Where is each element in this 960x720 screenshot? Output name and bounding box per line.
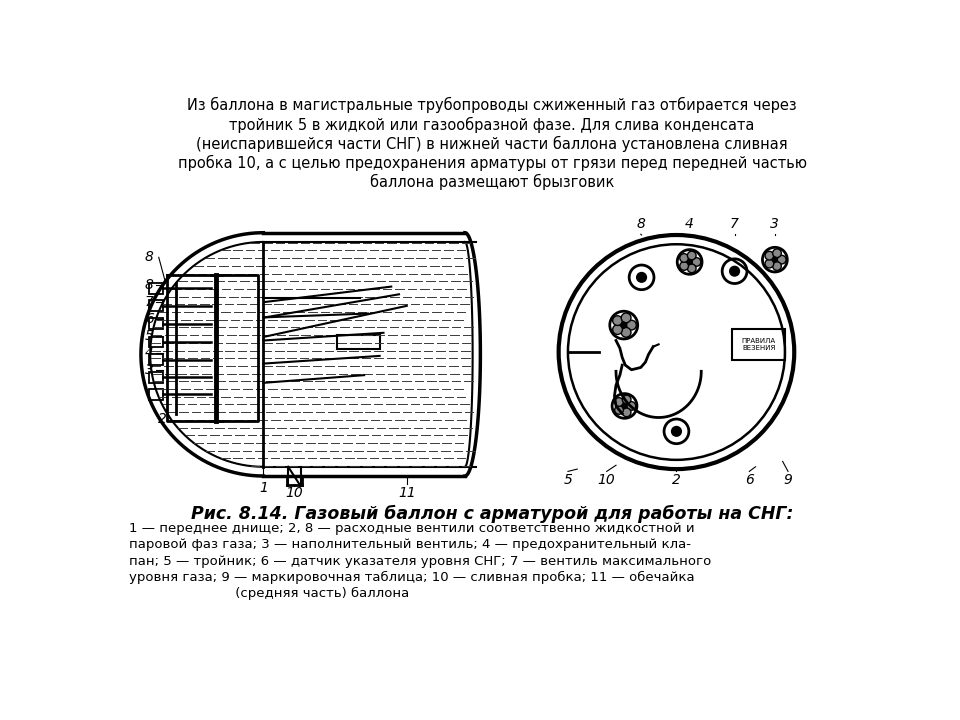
Text: 3: 3 (145, 363, 154, 377)
Circle shape (692, 258, 701, 266)
Text: 11: 11 (397, 486, 416, 500)
Circle shape (622, 408, 631, 417)
Text: 4: 4 (685, 217, 694, 231)
Text: 5: 5 (145, 329, 154, 343)
Text: 10: 10 (285, 486, 303, 500)
Text: 3: 3 (771, 217, 780, 231)
Text: 6: 6 (145, 312, 154, 326)
Circle shape (765, 251, 774, 260)
Text: 4: 4 (145, 346, 154, 360)
Circle shape (773, 262, 781, 271)
Circle shape (686, 259, 693, 265)
Circle shape (612, 325, 622, 334)
Bar (150, 354, 162, 365)
Circle shape (680, 253, 688, 262)
Bar (150, 372, 162, 383)
Text: 10: 10 (598, 473, 615, 487)
Bar (732, 329, 785, 360)
Text: пан; 5 — тройник; 6 — датчик указателя уровня СНГ; 7 — вентиль максимального: пан; 5 — тройник; 6 — датчик указателя у… (130, 554, 711, 567)
Circle shape (680, 261, 688, 270)
Circle shape (627, 320, 636, 330)
Text: 8: 8 (145, 251, 154, 264)
Text: 1: 1 (259, 481, 268, 495)
Text: 9: 9 (783, 473, 793, 487)
Text: (средняя часть) баллона: (средняя часть) баллона (130, 587, 410, 600)
Text: ПРАВИЛА
ВЕЗЕНИЯ: ПРАВИЛА ВЕЗЕНИЯ (741, 338, 776, 351)
Bar (150, 283, 162, 294)
Text: 6: 6 (745, 473, 754, 487)
Circle shape (614, 397, 623, 406)
Text: уровня газа; 9 — маркировочная таблица; 10 — сливная пробка; 11 — обечайка: уровня газа; 9 — маркировочная таблица; … (130, 571, 695, 584)
Bar (150, 389, 162, 400)
Text: 2: 2 (158, 412, 167, 426)
Text: Рис. 8.14. Газовый баллон с арматурой для работы на СНГ:: Рис. 8.14. Газовый баллон с арматурой дл… (191, 505, 793, 523)
Circle shape (772, 256, 778, 263)
Circle shape (636, 272, 647, 283)
Text: Из баллона в магистральные трубопроводы сжиженный газ отбирается через: Из баллона в магистральные трубопроводы … (187, 97, 797, 113)
Bar (150, 318, 162, 329)
Circle shape (729, 266, 740, 276)
Text: 8: 8 (145, 278, 154, 292)
Bar (337, 335, 379, 349)
Circle shape (612, 316, 622, 325)
Circle shape (627, 402, 636, 410)
Text: 7: 7 (145, 295, 154, 309)
Circle shape (687, 264, 696, 273)
Circle shape (620, 322, 627, 328)
Text: 5: 5 (564, 473, 572, 487)
Text: пробка 10, а с целью предохранения арматуры от грязи перед передней частью: пробка 10, а с целью предохранения армат… (178, 155, 806, 171)
Circle shape (614, 405, 623, 414)
Circle shape (621, 403, 628, 409)
Circle shape (765, 259, 774, 268)
Circle shape (778, 256, 786, 264)
Text: баллона размещают брызговик: баллона размещают брызговик (370, 174, 614, 190)
Circle shape (621, 328, 631, 337)
Text: 8: 8 (636, 217, 645, 231)
Bar (150, 337, 162, 348)
Circle shape (621, 313, 631, 323)
Bar (150, 300, 162, 311)
Circle shape (773, 249, 781, 258)
Text: 2: 2 (672, 473, 681, 487)
Text: 7: 7 (731, 217, 739, 231)
Circle shape (622, 395, 631, 404)
Text: паровой фаз газа; 3 — наполнительный вентиль; 4 — предохранительный кла-: паровой фаз газа; 3 — наполнительный вен… (130, 539, 691, 552)
Text: 1 — переднее днище; 2, 8 — расходные вентили соответственно жидкостной и: 1 — переднее днище; 2, 8 — расходные вен… (130, 522, 695, 535)
Text: тройник 5 в жидкой или газообразной фазе. Для слива конденсата: тройник 5 в жидкой или газообразной фазе… (229, 117, 755, 132)
Text: (неиспарившейся части СНГ) в нижней части баллона установлена сливная: (неиспарившейся части СНГ) в нижней част… (196, 135, 788, 152)
Circle shape (687, 251, 696, 260)
Circle shape (671, 426, 682, 437)
